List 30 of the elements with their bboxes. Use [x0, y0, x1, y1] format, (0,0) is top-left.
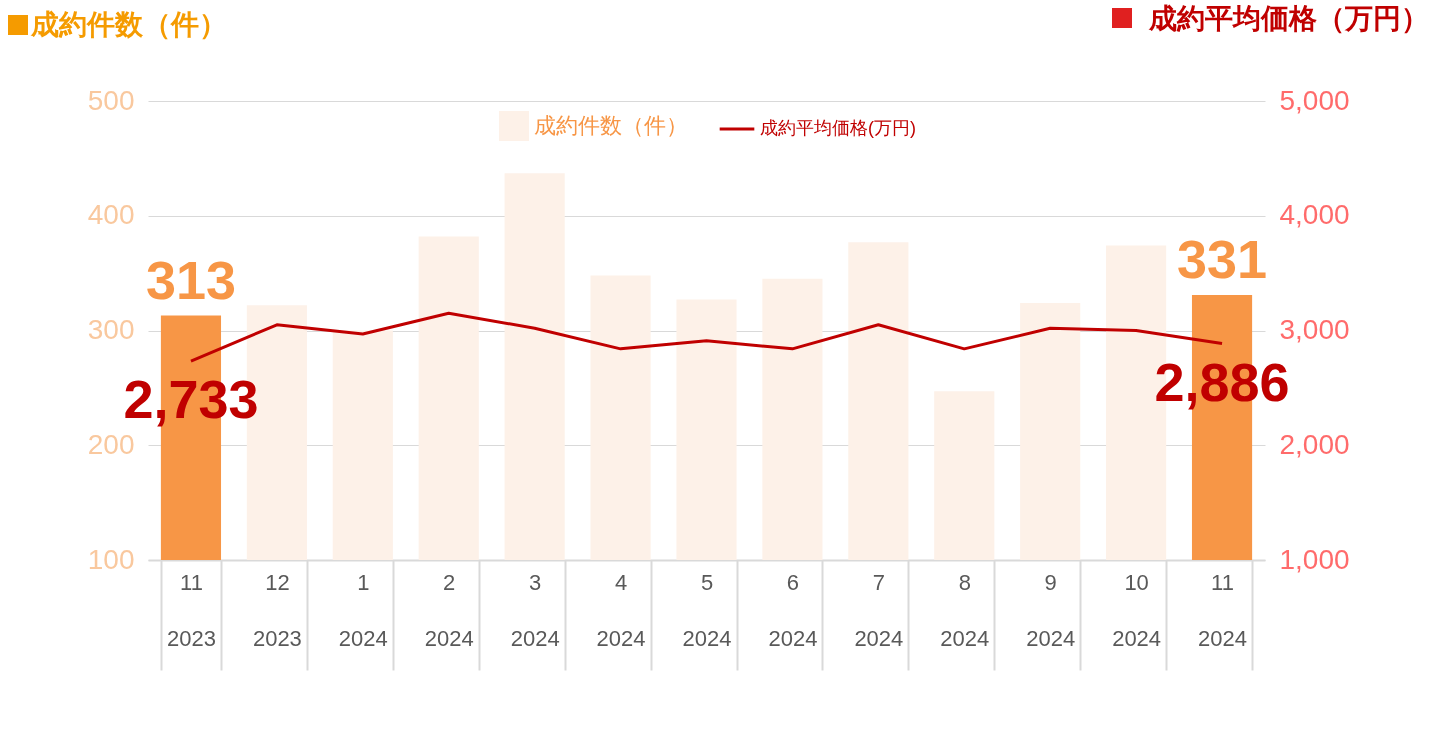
category-label: 11 2023 — [166, 569, 216, 651]
y-tick-label: 400 — [87, 199, 135, 231]
category-label: 1 2024 — [338, 569, 388, 651]
category-label: 2 2024 — [424, 569, 474, 651]
category-label: 3 2024 — [510, 569, 560, 651]
y2-axis-title: 成約平均価格（万円） — [1147, 2, 1429, 34]
y2-tick-label: 4,000 — [1279, 199, 1350, 231]
y2-tick-label: 2,000 — [1279, 428, 1350, 460]
category-label: 11 2024 — [1198, 569, 1248, 651]
y-tick-label: 100 — [87, 543, 135, 575]
legend-label: 成約平均価格(万円) — [760, 118, 916, 138]
y2-tick-label: 3,000 — [1279, 314, 1350, 345]
data-label: 331 — [1176, 228, 1268, 289]
y-tick-label: 300 — [87, 314, 135, 345]
category-label: 8 2024 — [940, 569, 990, 651]
legend-label: 成約件数（件） — [534, 113, 688, 138]
y-axis-title: 成約件数（件） — [29, 8, 227, 40]
category-label: 12 2023 — [252, 569, 302, 651]
y-tick-label: 500 — [87, 84, 135, 116]
line-series — [189, 311, 1224, 363]
category-label: 9 2024 — [1026, 569, 1076, 651]
category-label: 4 2024 — [596, 569, 646, 651]
y2-tick-label: 5,000 — [1279, 84, 1350, 116]
category-label: 6 2024 — [768, 569, 818, 651]
data-label: 313 — [145, 249, 237, 310]
category-label: 10 2024 — [1112, 569, 1162, 651]
category-label: 5 2024 — [682, 569, 732, 651]
y-tick-label: 200 — [87, 428, 135, 460]
y2-tick-label: 1,000 — [1279, 543, 1350, 575]
category-label: 7 2024 — [854, 569, 904, 651]
